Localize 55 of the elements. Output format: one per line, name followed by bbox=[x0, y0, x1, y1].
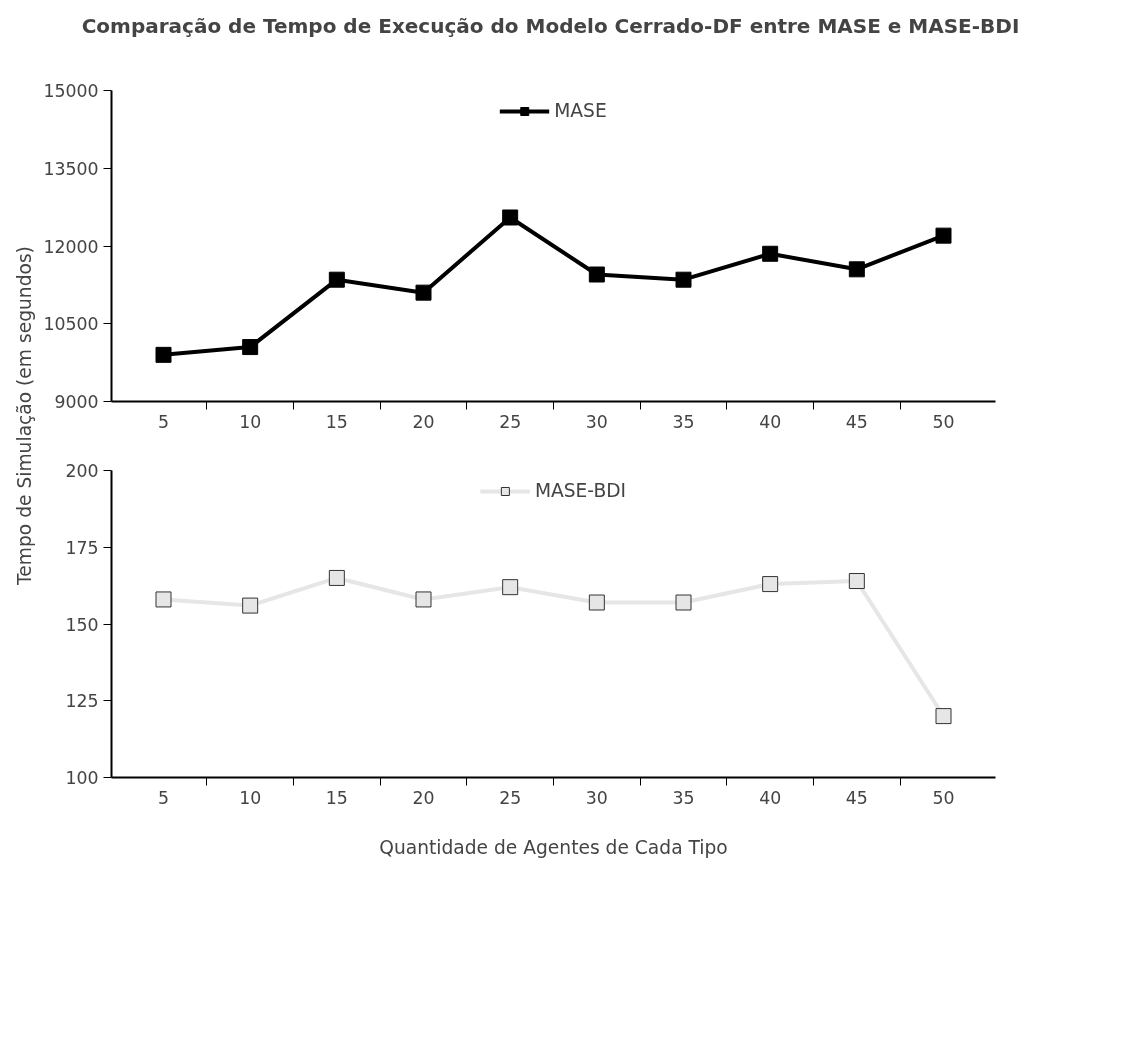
point bbox=[588, 266, 605, 283]
y-tick-label: 12000 bbox=[43, 236, 99, 257]
y-tick-label: 10500 bbox=[43, 314, 99, 335]
y-tick-label: 13500 bbox=[43, 158, 99, 179]
point bbox=[675, 271, 692, 288]
point bbox=[242, 339, 259, 356]
y-tick-label: 175 bbox=[65, 537, 99, 558]
y-tick-label: 100 bbox=[65, 768, 99, 788]
x-tick-label: 45 bbox=[845, 411, 868, 432]
legend-label: MASE-BDI bbox=[534, 480, 627, 501]
x-tick-label: 20 bbox=[412, 787, 435, 808]
y-tick-label: 15000 bbox=[43, 81, 99, 101]
point bbox=[155, 591, 172, 608]
point bbox=[415, 591, 432, 608]
point bbox=[155, 346, 172, 363]
point bbox=[415, 284, 432, 301]
x-tick-label: 35 bbox=[672, 787, 695, 808]
x-tick-label: 5 bbox=[157, 787, 170, 808]
legend-label: MASE bbox=[554, 100, 607, 121]
point bbox=[502, 209, 519, 226]
x-tick-label: 35 bbox=[672, 411, 695, 432]
y-tick-label: 200 bbox=[65, 461, 99, 481]
point bbox=[242, 597, 259, 614]
x-tick-label: 5 bbox=[157, 411, 170, 432]
point bbox=[502, 579, 519, 596]
point bbox=[848, 261, 865, 278]
y-tick-label: 9000 bbox=[54, 392, 99, 412]
x-axis-title: Quantidade de Agentes de Cada Tipo bbox=[379, 836, 728, 858]
y-tick-label: 150 bbox=[65, 614, 99, 635]
point bbox=[588, 594, 605, 611]
x-tick-label: 15 bbox=[325, 411, 348, 432]
x-tick-label: 30 bbox=[585, 787, 608, 808]
point bbox=[848, 573, 865, 590]
x-tick-label: 25 bbox=[499, 787, 522, 808]
x-tick-label: 25 bbox=[499, 411, 522, 432]
x-tick-label: 15 bbox=[325, 787, 348, 808]
x-tick-label: 50 bbox=[932, 411, 955, 432]
point bbox=[935, 227, 952, 244]
x-tick-label: 10 bbox=[239, 787, 262, 808]
x-tick-label: 20 bbox=[412, 411, 435, 432]
point bbox=[328, 569, 345, 586]
x-tick-label: 10 bbox=[239, 411, 262, 432]
point bbox=[328, 271, 345, 288]
point bbox=[762, 245, 779, 262]
y-axis-title: Tempo de Simulação (em segundos) bbox=[14, 246, 35, 586]
point bbox=[762, 576, 779, 593]
x-tick-label: 50 bbox=[932, 787, 955, 808]
chart-title: Comparação de Tempo de Execução do Modelo Cerrado-DF entre MASE e MASE-BDI bbox=[81, 13, 1020, 38]
x-tick-label: 40 bbox=[759, 787, 782, 808]
point bbox=[675, 594, 692, 611]
x-tick-label: 40 bbox=[759, 411, 782, 432]
x-tick-label: 30 bbox=[585, 411, 608, 432]
y-tick-label: 125 bbox=[65, 691, 99, 712]
x-tick-label: 45 bbox=[845, 787, 868, 808]
point bbox=[935, 708, 952, 725]
